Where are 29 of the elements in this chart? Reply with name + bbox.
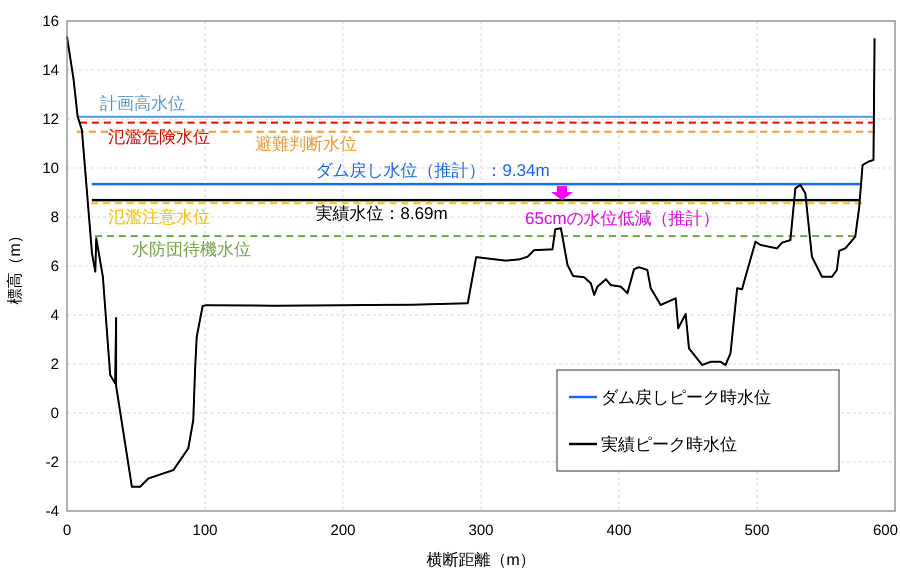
x-tick-label: 200 <box>330 522 356 539</box>
y-tick-label: -4 <box>46 503 59 520</box>
x-tick-label: 400 <box>606 522 632 539</box>
y-tick-label: 14 <box>42 62 59 79</box>
x-tick-label: 500 <box>744 522 770 539</box>
ref-line-label: 水防団待機水位 <box>132 240 251 260</box>
y-tick-label: 6 <box>50 258 59 275</box>
ref-line-label: 避難判断水位 <box>255 134 357 154</box>
y-tick-label: 12 <box>42 111 59 128</box>
y-tick-label: 4 <box>50 307 59 324</box>
legend-label: 実績ピーク時水位 <box>601 435 737 454</box>
y-tick-label: 0 <box>50 405 59 422</box>
y-tick-label: 2 <box>50 356 59 373</box>
legend-label: ダム戻しピーク時水位 <box>601 388 771 407</box>
x-tick-label: 100 <box>192 522 218 539</box>
y-tick-label: -2 <box>46 454 59 471</box>
ref-line-label: 氾濫注意水位 <box>108 207 210 226</box>
x-tick-label: 600 <box>872 522 898 539</box>
y-tick-label: 8 <box>50 209 59 226</box>
ref-line-label: 計画高水位 <box>100 94 185 113</box>
annotation: 実績水位：8.69m <box>315 204 448 224</box>
y-tick-label: 10 <box>42 160 59 177</box>
y-tick-label: 16 <box>42 13 59 30</box>
annotation: 65cmの水位低減（推計） <box>525 209 720 228</box>
x-tick-label: 300 <box>468 522 494 539</box>
x-axis-title: 横断距離（m） <box>426 551 536 569</box>
annotation: ダム戻し水位（推計）：9.34m <box>315 161 550 180</box>
x-tick-label: 0 <box>62 522 72 539</box>
y-axis-title: 標高（m） <box>6 227 24 305</box>
